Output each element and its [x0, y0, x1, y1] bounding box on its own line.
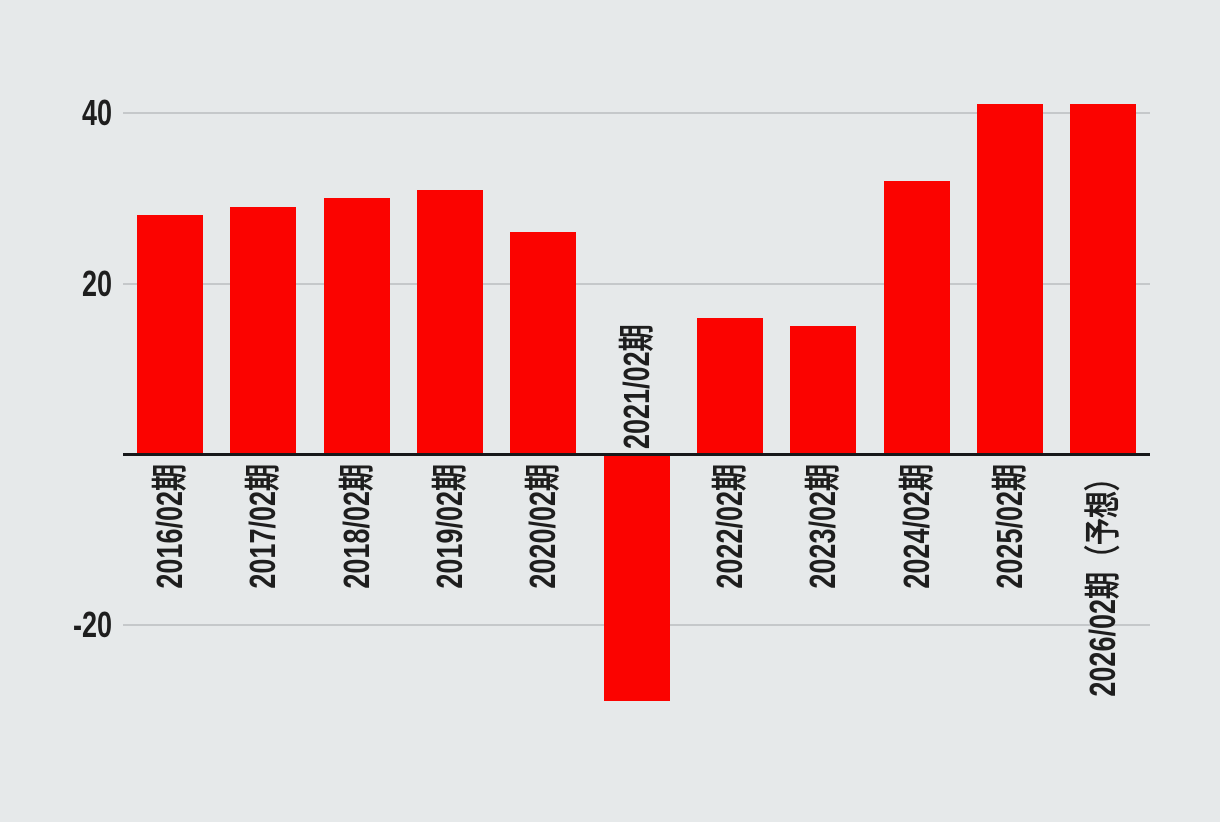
x-axis-line — [123, 453, 1150, 456]
gridline-40 — [123, 112, 1150, 114]
x-axis-label-2016/02期: 2016/02期 — [149, 464, 190, 589]
gridline-20 — [123, 283, 1150, 285]
x-axis-label-2026/02期（予想）: 2026/02期（予想） — [1082, 464, 1124, 697]
bar-2019/02期 — [417, 190, 483, 454]
bar-2026/02期（予想） — [1070, 104, 1136, 454]
x-axis-label-2022/02期: 2022/02期 — [708, 464, 750, 589]
x-axis-label-2023/02期: 2023/02期 — [802, 464, 844, 589]
bar-2016/02期 — [137, 215, 203, 454]
bar-2023/02期 — [790, 326, 856, 454]
bar-2022/02期 — [697, 318, 763, 454]
bar-2021/02期 — [604, 454, 670, 701]
x-axis-label-2020/02期: 2020/02期 — [522, 464, 564, 589]
y-tick-label-20: 20 — [81, 263, 112, 304]
y-tick-label--20: -20 — [72, 604, 112, 645]
x-axis-label-2024/02期: 2024/02期 — [895, 464, 937, 589]
bar-2025/02期 — [977, 104, 1043, 454]
x-axis-label-2025/02期: 2025/02期 — [988, 464, 1030, 589]
bar-2024/02期 — [884, 181, 950, 454]
x-axis-label-2021/02期: 2021/02期 — [615, 324, 657, 449]
bar-2018/02期 — [324, 198, 390, 454]
x-axis-label-2017/02期: 2017/02期 — [242, 464, 284, 589]
x-axis-label-2019/02期: 2019/02期 — [429, 464, 470, 589]
y-tick-label-40: 40 — [81, 92, 112, 133]
bar-2017/02期 — [230, 207, 296, 454]
bar-2020/02期 — [510, 232, 576, 454]
x-axis-label-2018/02期: 2018/02期 — [335, 464, 377, 589]
